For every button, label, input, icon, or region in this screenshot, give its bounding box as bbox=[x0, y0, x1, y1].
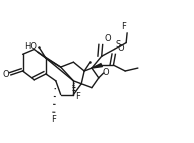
Text: O: O bbox=[3, 70, 9, 79]
Text: O: O bbox=[103, 68, 109, 77]
Text: F: F bbox=[51, 115, 56, 124]
Text: F: F bbox=[121, 22, 126, 31]
Polygon shape bbox=[92, 64, 102, 68]
Text: HO: HO bbox=[24, 42, 37, 51]
Text: O: O bbox=[117, 44, 124, 53]
Text: F: F bbox=[75, 92, 80, 101]
Text: S: S bbox=[115, 40, 121, 49]
Text: O: O bbox=[105, 34, 111, 43]
